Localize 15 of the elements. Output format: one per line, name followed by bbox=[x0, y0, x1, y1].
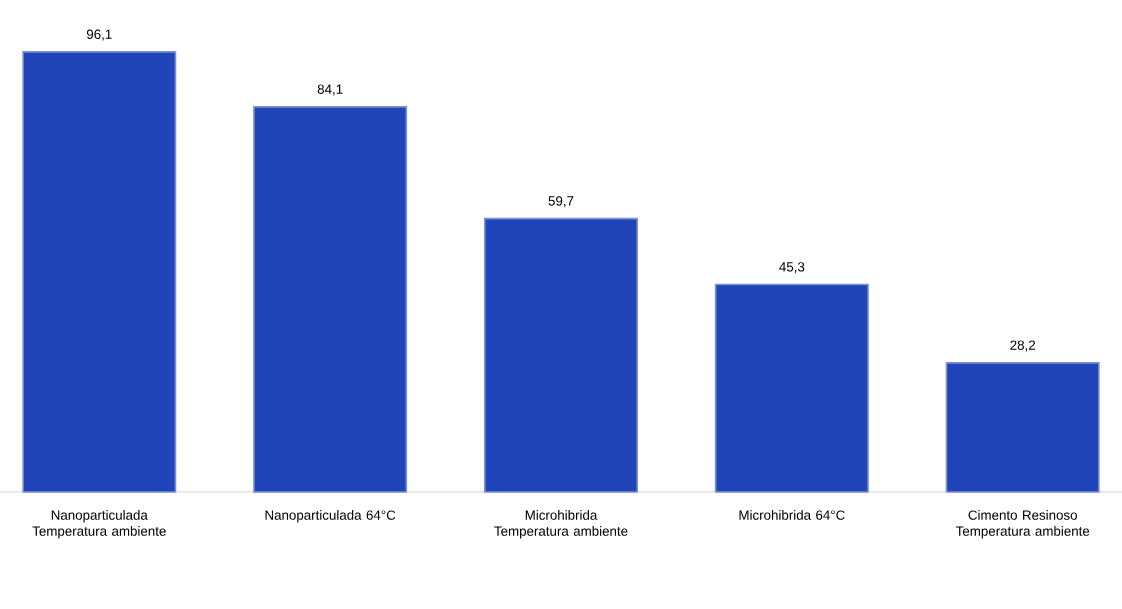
bar bbox=[945, 361, 1100, 493]
x-tick-label: Cimento Resinoso Temperatura ambiente bbox=[955, 509, 1090, 539]
data-label: 45,3 bbox=[779, 262, 805, 274]
x-tick-label: Microhibrida Temperatura ambiente bbox=[494, 509, 628, 539]
data-label: 96,1 bbox=[86, 29, 112, 41]
x-tick-label: Nanoparticulada Temperatura ambiente bbox=[32, 509, 166, 539]
data-label: 84,1 bbox=[317, 84, 343, 96]
x-tick-label: Microhibrida 64°C bbox=[739, 509, 845, 520]
data-label: 59,7 bbox=[548, 196, 574, 208]
data-label: 28,2 bbox=[1010, 340, 1036, 352]
bar bbox=[22, 50, 177, 493]
bar bbox=[253, 105, 408, 493]
x-tick-label: Nanoparticulada 64°C bbox=[265, 509, 396, 523]
bar bbox=[484, 217, 638, 493]
bar bbox=[714, 283, 869, 493]
